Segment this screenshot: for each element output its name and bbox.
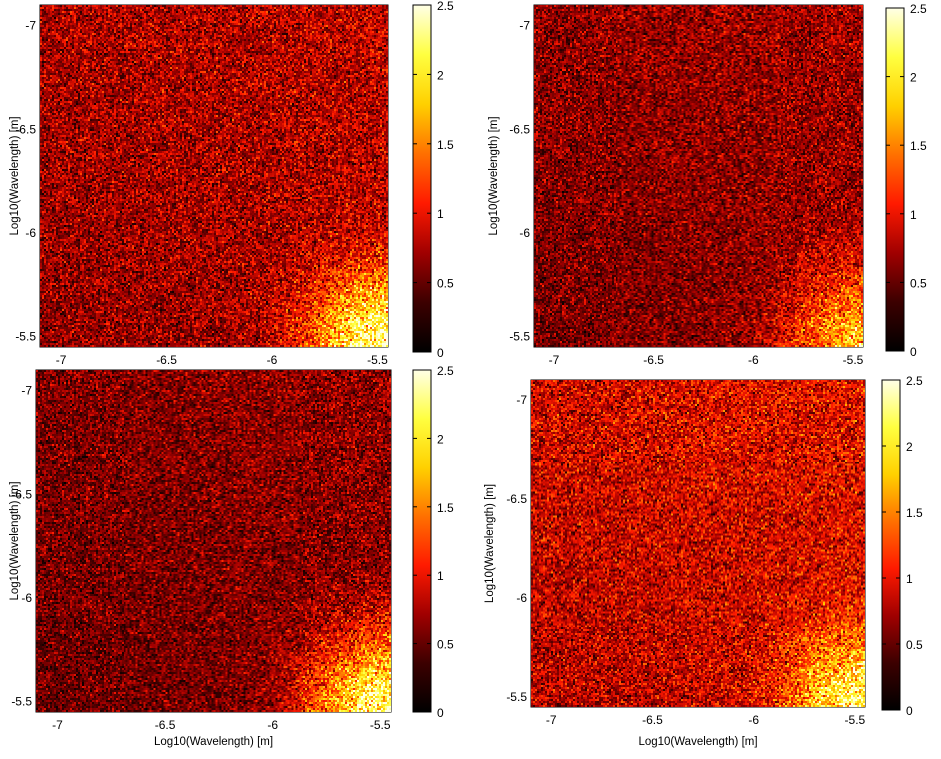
x-tick-label: -6.5 bbox=[642, 713, 663, 727]
y-tick-label: -7 bbox=[516, 393, 527, 407]
y-tick-label: -5.5 bbox=[11, 695, 32, 709]
colorbar bbox=[412, 4, 432, 353]
colorbar-tick-label: 2.5 bbox=[437, 364, 454, 378]
colorbar-tick-label: 0 bbox=[906, 704, 913, 718]
x-tick-label: -5.5 bbox=[370, 718, 391, 732]
x-tick-label: -6.5 bbox=[156, 353, 177, 367]
y-axis-label: Log10(Wavelength) [m] bbox=[484, 484, 496, 603]
colorbar-tick-label: 1 bbox=[910, 208, 917, 222]
colorbar-tick-label: 2 bbox=[437, 432, 444, 446]
y-axis-label: Log10(Wavelength) [m] bbox=[9, 481, 21, 600]
x-tick-label: -6 bbox=[748, 713, 759, 727]
colorbar-tick-label: 2.5 bbox=[437, 0, 454, 13]
colorbar bbox=[412, 369, 432, 713]
colorbar-tick-label: 1 bbox=[906, 572, 913, 586]
y-tick-label: -6.5 bbox=[506, 492, 527, 506]
panel-c: -7 -6.5 -6 -5.5 -7 -6.5 -6 -5.5 Log10(Wavelength… bbox=[9, 364, 454, 748]
x-tick-label: -6.5 bbox=[155, 718, 176, 732]
y-tick-label: -5.5 bbox=[15, 330, 36, 344]
y-tick-label: -7 bbox=[21, 384, 32, 398]
x-tick-label: -6 bbox=[748, 353, 759, 367]
x-tick-label: -7 bbox=[546, 713, 557, 727]
heatmap-image bbox=[531, 380, 865, 707]
colorbar-tick-label: 0 bbox=[437, 706, 444, 720]
y-tick-label: -6.5 bbox=[509, 122, 530, 136]
x-axis-label: Log10(Wavelength) [m] bbox=[154, 736, 273, 748]
panel-a: -7 -6.5 -6 -5.5 -7 -6.5 -6 -5.5 Log10(Wavelength… bbox=[9, 0, 454, 367]
y-tick-label: -7 bbox=[25, 19, 36, 33]
heatmap-image bbox=[36, 370, 391, 712]
y-axis-label: Log10(Wavelength) [m] bbox=[488, 116, 500, 235]
colorbar-tick-label: 1.5 bbox=[437, 501, 454, 515]
x-tick-label: -5.5 bbox=[845, 713, 866, 727]
colorbar-tick-label: 2 bbox=[437, 68, 444, 82]
y-tick-label: -7 bbox=[519, 19, 530, 33]
x-tick-label: -6.5 bbox=[643, 353, 664, 367]
x-tick-label: -7 bbox=[56, 353, 67, 367]
y-axis-label: Log10(Wavelength) [m] bbox=[9, 116, 21, 235]
colorbar bbox=[885, 7, 905, 352]
colorbar-tick-label: 1.5 bbox=[437, 138, 454, 152]
colorbar-tick-label: 1 bbox=[437, 569, 444, 583]
y-tick-label: -5.5 bbox=[509, 330, 530, 344]
colorbar-tick-label: 1.5 bbox=[910, 139, 927, 153]
colorbar-tick-label: 1.5 bbox=[906, 506, 923, 520]
x-tick-label: -6 bbox=[267, 718, 278, 732]
heatmap-image bbox=[40, 5, 388, 347]
colorbar-tick-label: 2 bbox=[906, 440, 913, 454]
y-tick-label: -6.5 bbox=[11, 487, 32, 501]
y-tick-label: -6 bbox=[519, 226, 530, 240]
colorbar-tick-label: 0.5 bbox=[906, 638, 923, 652]
y-tick-label: -6.5 bbox=[15, 122, 36, 136]
x-tick-label: -5.5 bbox=[367, 353, 388, 367]
x-axis-label: Log10(Wavelength) [m] bbox=[638, 736, 757, 748]
colorbar-tick-label: 1 bbox=[437, 207, 444, 221]
y-tick-label: -6 bbox=[516, 591, 527, 605]
colorbar-tick-label: 2.5 bbox=[910, 2, 927, 16]
colorbar bbox=[881, 379, 901, 711]
y-tick-label: -6 bbox=[25, 226, 36, 240]
colorbar-tick-label: 2.5 bbox=[906, 374, 923, 388]
heatmap-image bbox=[534, 5, 863, 347]
x-tick-label: -7 bbox=[52, 718, 63, 732]
colorbar-tick-label: 2 bbox=[910, 71, 917, 85]
x-tick-label: -6 bbox=[267, 353, 278, 367]
x-tick-label: -7 bbox=[549, 353, 560, 367]
x-tick-label: -5.5 bbox=[843, 353, 864, 367]
colorbar-tick-label: 0.5 bbox=[437, 277, 454, 291]
colorbar-tick-label: 0.5 bbox=[437, 638, 454, 652]
colorbar-tick-label: 0 bbox=[437, 346, 444, 360]
y-tick-label: -5.5 bbox=[506, 690, 527, 704]
colorbar-tick-label: 0 bbox=[910, 345, 917, 359]
y-tick-label: -6 bbox=[21, 591, 32, 605]
colorbar-tick-label: 0.5 bbox=[910, 276, 927, 290]
